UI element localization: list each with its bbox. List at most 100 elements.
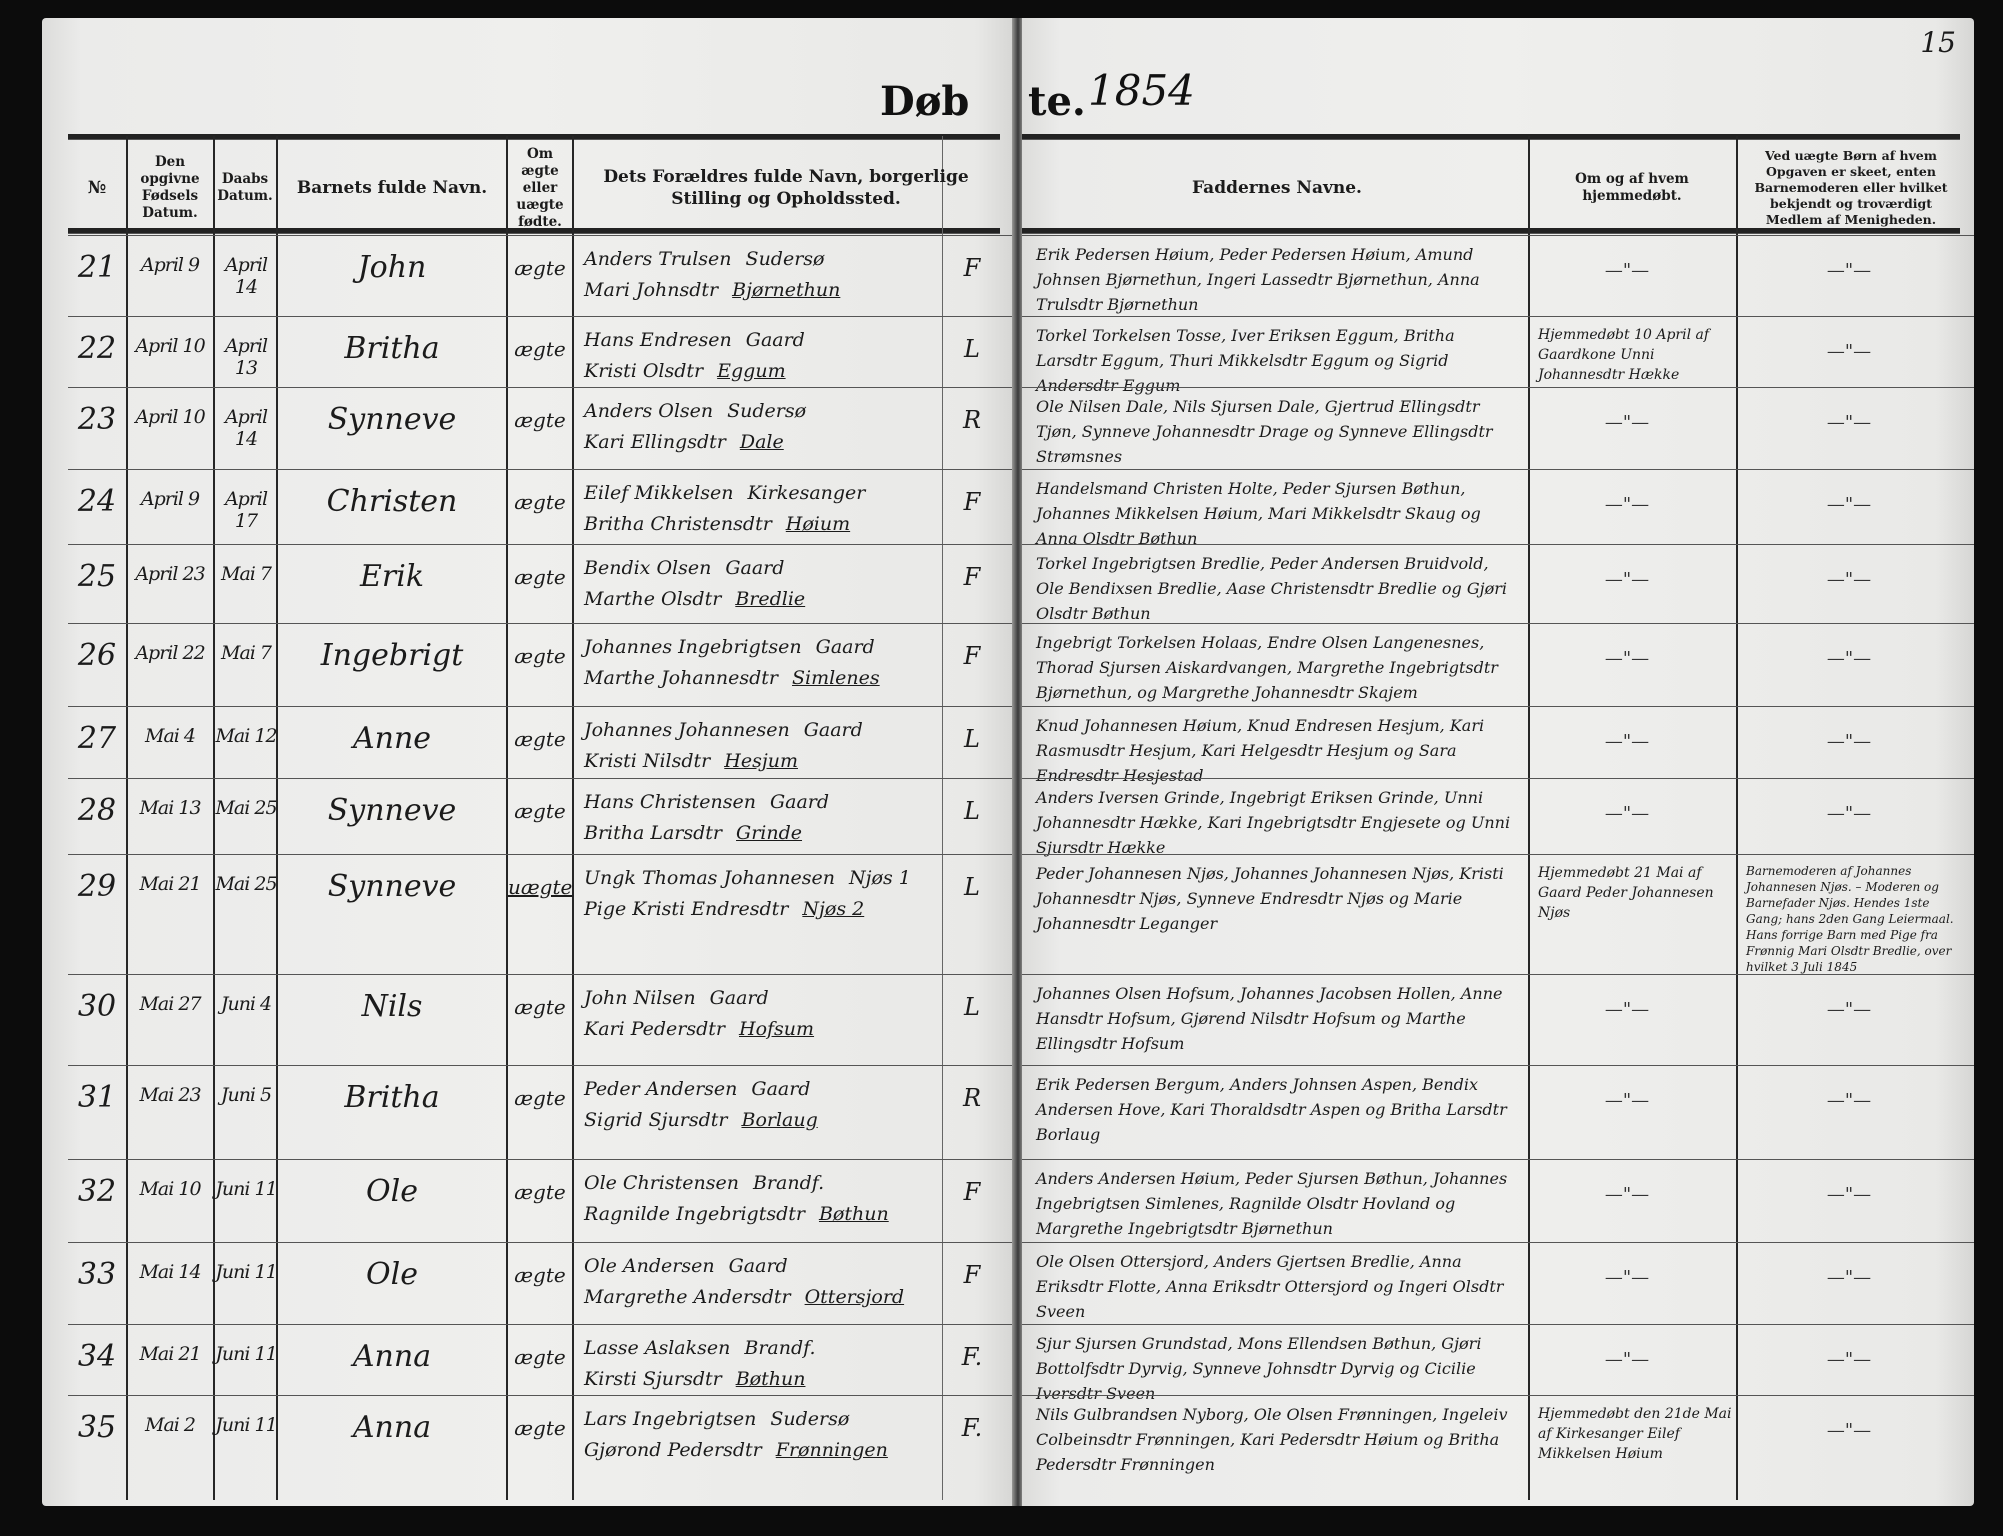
mother-line: Margrethe Andersdtr Ottersjord (584, 1282, 950, 1313)
illegitimate-informant: —"— (1826, 1420, 1872, 1441)
baptism-row-right: Torkel Torkelsen Tosse, Iver Eriksen Egg… (1022, 316, 1974, 395)
mother-line: Kristi Nilsdtr Hesjum (584, 746, 950, 777)
baptism-row-left: 26 April 22 Mai 7 Ingebrigt ægte Johannes Ing… (68, 623, 1014, 706)
baptism-row-right: Anders Andersen Høium, Peder Sjursen Bøt… (1022, 1159, 1974, 1242)
baptism-row-right: Ole Olsen Ottersjord, Anders Gjertsen Br… (1022, 1242, 1974, 1324)
birth-date: April 9 (140, 488, 200, 510)
father-line: Johannes Johannesen Gaard (584, 715, 950, 746)
residence: Bøthun (735, 1368, 806, 1390)
father-line: Lars Ingebrigtsen Sudersø (584, 1404, 950, 1435)
baptism-row-right: Torkel Ingebrigtsen Bredlie, Peder Ander… (1022, 544, 1974, 623)
child-name: Ingebrigt (320, 638, 464, 673)
baptism-date: Mai 7 (221, 642, 272, 664)
parents: Ungk Thomas Johannesen Njøs 1 Pige Kristi … (574, 855, 950, 982)
illegitimate-informant: —"— (1826, 731, 1872, 752)
birth-date: Mai 2 (145, 1414, 196, 1436)
mother-name: Kari Ellingsdtr (584, 431, 726, 453)
birth-date: April 10 (135, 406, 205, 428)
child-name: Ole (366, 1174, 418, 1209)
mother-line: Marthe Johannesdtr Simlenes (584, 663, 950, 694)
legitimacy: ægte (514, 644, 566, 668)
column-divider (572, 136, 574, 1500)
godparents: Ingebrigt Torkelsen Holaas, Endre Olsen … (1036, 633, 1498, 702)
illegitimate-informant: —"— (1826, 341, 1872, 362)
father-occupation: Gaard (769, 791, 830, 813)
birth-date: April 22 (135, 642, 205, 664)
father-occupation: Sudersø (727, 400, 807, 422)
header-number: № (87, 178, 107, 198)
stilling-mark: F (963, 254, 981, 282)
header-legitimacy: Om ægte eller uægte fødte. (516, 145, 564, 230)
stilling-mark: R (962, 406, 982, 434)
father-occupation: Sudersø (770, 1408, 850, 1430)
stilling-mark: F. (961, 1414, 983, 1442)
illegitimate-informant: —"— (1826, 1184, 1872, 1205)
godparents: Erik Pedersen Bergum, Anders Johnsen Asp… (1036, 1075, 1507, 1144)
father-line: Bendix Olsen Gaard (584, 553, 950, 584)
mother-line: Kirsti Sjursdtr Bøthun (584, 1364, 950, 1395)
father-name: Hans Endresen (584, 329, 732, 351)
illegitimate-informant: —"— (1826, 569, 1872, 590)
stilling-mark: F (963, 1261, 981, 1289)
baptism-row-right: Sjur Sjursen Grundstad, Mons Ellendsen B… (1022, 1324, 1974, 1403)
home-baptism: —"— (1604, 1267, 1650, 1288)
birth-date: April 23 (135, 563, 205, 585)
baptism-date: April 13 (224, 335, 268, 379)
baptism-row-left: 27 Mai 4 Mai 12 Anne ægte Johannes Johannesen… (68, 706, 1014, 778)
baptism-row-left: 24 April 9 April 17 Christen ægte Eilef Mikke… (68, 469, 1014, 544)
mother-line: Mari Johnsdtr Bjørnethun (584, 275, 950, 306)
header-top-rule (68, 134, 1000, 140)
residence: Høium (785, 513, 851, 535)
mother-name: Marthe Johannesdtr (584, 667, 778, 689)
mother-name: Margrethe Andersdtr (584, 1286, 791, 1308)
baptism-row-left: 30 Mai 27 Juni 4 Nils ægte John Nilsen Gaard Ka… (68, 974, 1014, 1065)
baptism-row-right: Erik Pedersen Høium, Peder Pedersen Høiu… (1022, 235, 1974, 316)
residence: Grinde (736, 822, 803, 844)
father-line: Ole Christensen Brandf. (584, 1168, 950, 1199)
birth-date: Mai 23 (139, 1084, 201, 1106)
birth-date: Mai 21 (139, 1343, 201, 1365)
father-line: Anders Olsen Sudersø (584, 396, 950, 427)
entry-number: 24 (77, 484, 117, 519)
header-home-baptism: Om og af hvem hjemmedøbt. (1575, 171, 1689, 204)
residence: Hesjum (724, 750, 798, 772)
child-name: Ole (366, 1257, 418, 1292)
father-name: Ungk Thomas Johannesen (584, 867, 836, 889)
header-bottom-rule (68, 228, 1000, 234)
column-divider (1528, 136, 1530, 1500)
baptism-row-right: Knud Johannesen Høium, Knud Endresen Hes… (1022, 706, 1974, 785)
stilling-mark: F (963, 642, 981, 670)
baptism-row-left: 28 Mai 13 Mai 25 Synneve ægte Hans Christense… (68, 778, 1014, 854)
child-name: Britha (344, 1080, 440, 1115)
child-name: Nils (361, 989, 423, 1024)
mother-line: Marthe Olsdtr Bredlie (584, 584, 950, 615)
column-divider (276, 136, 278, 1500)
illegitimate-informant: —"— (1826, 803, 1872, 824)
residence: Bredlie (735, 588, 806, 610)
left-page: Døb № Den opgivne Fødsels Datum. Daabs D… (42, 18, 1014, 1506)
mother-line: Kari Pedersdtr Hofsum (584, 1014, 950, 1045)
baptism-row-right: Anders Iversen Grinde, Ingebrigt Eriksen… (1022, 778, 1974, 857)
illegitimate-informant: —"— (1826, 1349, 1872, 1370)
legitimacy: ægte (514, 565, 566, 589)
entry-number: 21 (77, 250, 117, 285)
mother-line: Pige Kristi Endresdtr Njøs 2 (584, 894, 950, 925)
baptism-date: Juni 5 (220, 1084, 272, 1106)
father-occupation: Sudersø (745, 248, 825, 270)
home-baptism: —"— (1604, 1349, 1650, 1370)
baptism-date: April 14 (224, 254, 268, 298)
legitimacy: ægte (514, 727, 566, 751)
legitimacy: ægte (514, 490, 566, 514)
entry-number: 30 (77, 989, 117, 1024)
mother-line: Kari Ellingsdtr Dale (584, 427, 950, 458)
legitimacy: ægte (514, 1263, 566, 1287)
baptism-date: Mai 12 (215, 725, 277, 747)
godparents: Peder Johannesen Njøs, Johannes Johannes… (1036, 864, 1504, 933)
parents: Anders Trulsen Sudersø Mari Johnsdtr Bjørne… (574, 236, 950, 324)
godparents: Anders Iversen Grinde, Ingebrigt Eriksen… (1036, 788, 1511, 857)
mother-line: Britha Larsdtr Grinde (584, 818, 950, 849)
entry-number: 35 (77, 1410, 117, 1445)
home-baptism: Hjemmedøbt den 21de Mai af Kirkesanger E… (1538, 1406, 1732, 1462)
home-baptism: —"— (1604, 648, 1650, 669)
baptism-date: Mai 7 (221, 563, 272, 585)
